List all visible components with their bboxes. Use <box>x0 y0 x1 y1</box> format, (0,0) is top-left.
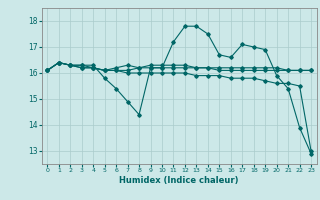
X-axis label: Humidex (Indice chaleur): Humidex (Indice chaleur) <box>119 176 239 185</box>
